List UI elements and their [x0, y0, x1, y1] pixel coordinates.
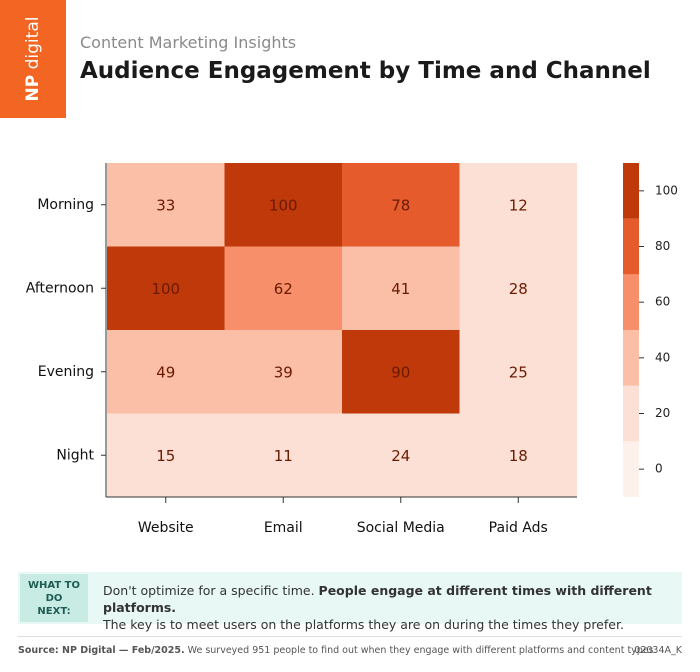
y-tick-label: Morning — [37, 197, 94, 213]
callout-plain: Don't optimize for a specific time. — [103, 583, 315, 598]
cell-label: 62 — [274, 280, 293, 298]
colorbar-segment — [623, 218, 639, 275]
heat-cell — [459, 413, 577, 497]
callout-label: WHAT TO DO NEXT: — [20, 574, 88, 622]
colorbar-segment — [623, 274, 639, 330]
cell-label: 15 — [156, 447, 175, 465]
cell-label: 28 — [509, 280, 528, 298]
cell-label: 100 — [151, 280, 180, 298]
heat-cell — [224, 163, 342, 247]
callout-emphasis: People engage at different times with di… — [103, 583, 652, 615]
heat-cell — [107, 413, 225, 497]
cell-label: 41 — [391, 280, 410, 298]
colorbar-tick-label: 60 — [655, 295, 670, 309]
callout: WHAT TO DO NEXT: Don't optimize for a sp… — [18, 572, 682, 632]
colorbar-segment — [623, 163, 639, 219]
code: 02034A_K — [634, 645, 682, 656]
heat-cell — [342, 330, 460, 414]
cell-label: 33 — [156, 196, 175, 214]
cell-label: 100 — [269, 196, 298, 214]
x-tick-label: Email — [264, 520, 303, 536]
heat-cell — [224, 330, 342, 414]
chart: 33 100 78 12 100 62 41 28 49 39 90 25 15 11 24 18 Mornin… — [26, 163, 678, 536]
x-tick-label: Website — [138, 520, 194, 536]
cell-label: 25 — [509, 363, 528, 381]
colorbar-tick-label: 0 — [655, 462, 663, 476]
colorbar-tick-label: 80 — [655, 239, 670, 253]
cell-label: 12 — [509, 196, 528, 214]
heat-cell — [107, 246, 225, 330]
callout-text: Don't optimize for a specific time. Peop… — [103, 582, 682, 633]
x-tick-label: Paid Ads — [489, 520, 548, 536]
heat-cell — [459, 163, 577, 247]
colorbar-segment — [623, 385, 639, 442]
y-tick-label: Afternoon — [26, 280, 94, 296]
colorbar-tick-label: 100 — [655, 183, 678, 197]
footer: Source: NP Digital — Feb/2025. We survey… — [18, 636, 682, 656]
cell-label: 11 — [274, 447, 293, 465]
heat-cell — [224, 246, 342, 330]
colorbar-segment — [623, 330, 639, 386]
colorbar-tick-label: 40 — [655, 350, 670, 364]
logo: NP digital — [0, 0, 66, 118]
heat-cell — [342, 413, 460, 497]
heat-cell — [342, 163, 460, 247]
heat-cell — [107, 330, 225, 414]
cell-label: 18 — [509, 447, 528, 465]
cell-label: 49 — [156, 363, 175, 381]
colorbar-segment — [623, 441, 639, 497]
subtitle: Content Marketing Insights — [80, 33, 297, 52]
colorbar-tick-label: 20 — [655, 406, 670, 420]
heat-cell — [107, 163, 225, 247]
y-tick-label: Evening — [38, 364, 94, 380]
callout-line2: The key is to meet users on the platform… — [103, 617, 624, 632]
heat-cell — [459, 330, 577, 414]
source: Source: NP Digital — Feb/2025. — [18, 645, 185, 656]
cell-label: 90 — [391, 363, 410, 381]
cell-label: 24 — [391, 447, 410, 465]
y-tick-label: Night — [56, 447, 94, 463]
source-note: We surveyed 951 people to find out when … — [187, 645, 657, 656]
x-tick-label: Social Media — [357, 520, 445, 536]
cell-label: 78 — [391, 196, 410, 214]
heat-cell — [342, 246, 460, 330]
title: Audience Engagement by Time and Channel — [80, 58, 651, 84]
heat-cell — [224, 413, 342, 497]
cell-label: 39 — [274, 363, 293, 381]
heat-cell — [459, 246, 577, 330]
